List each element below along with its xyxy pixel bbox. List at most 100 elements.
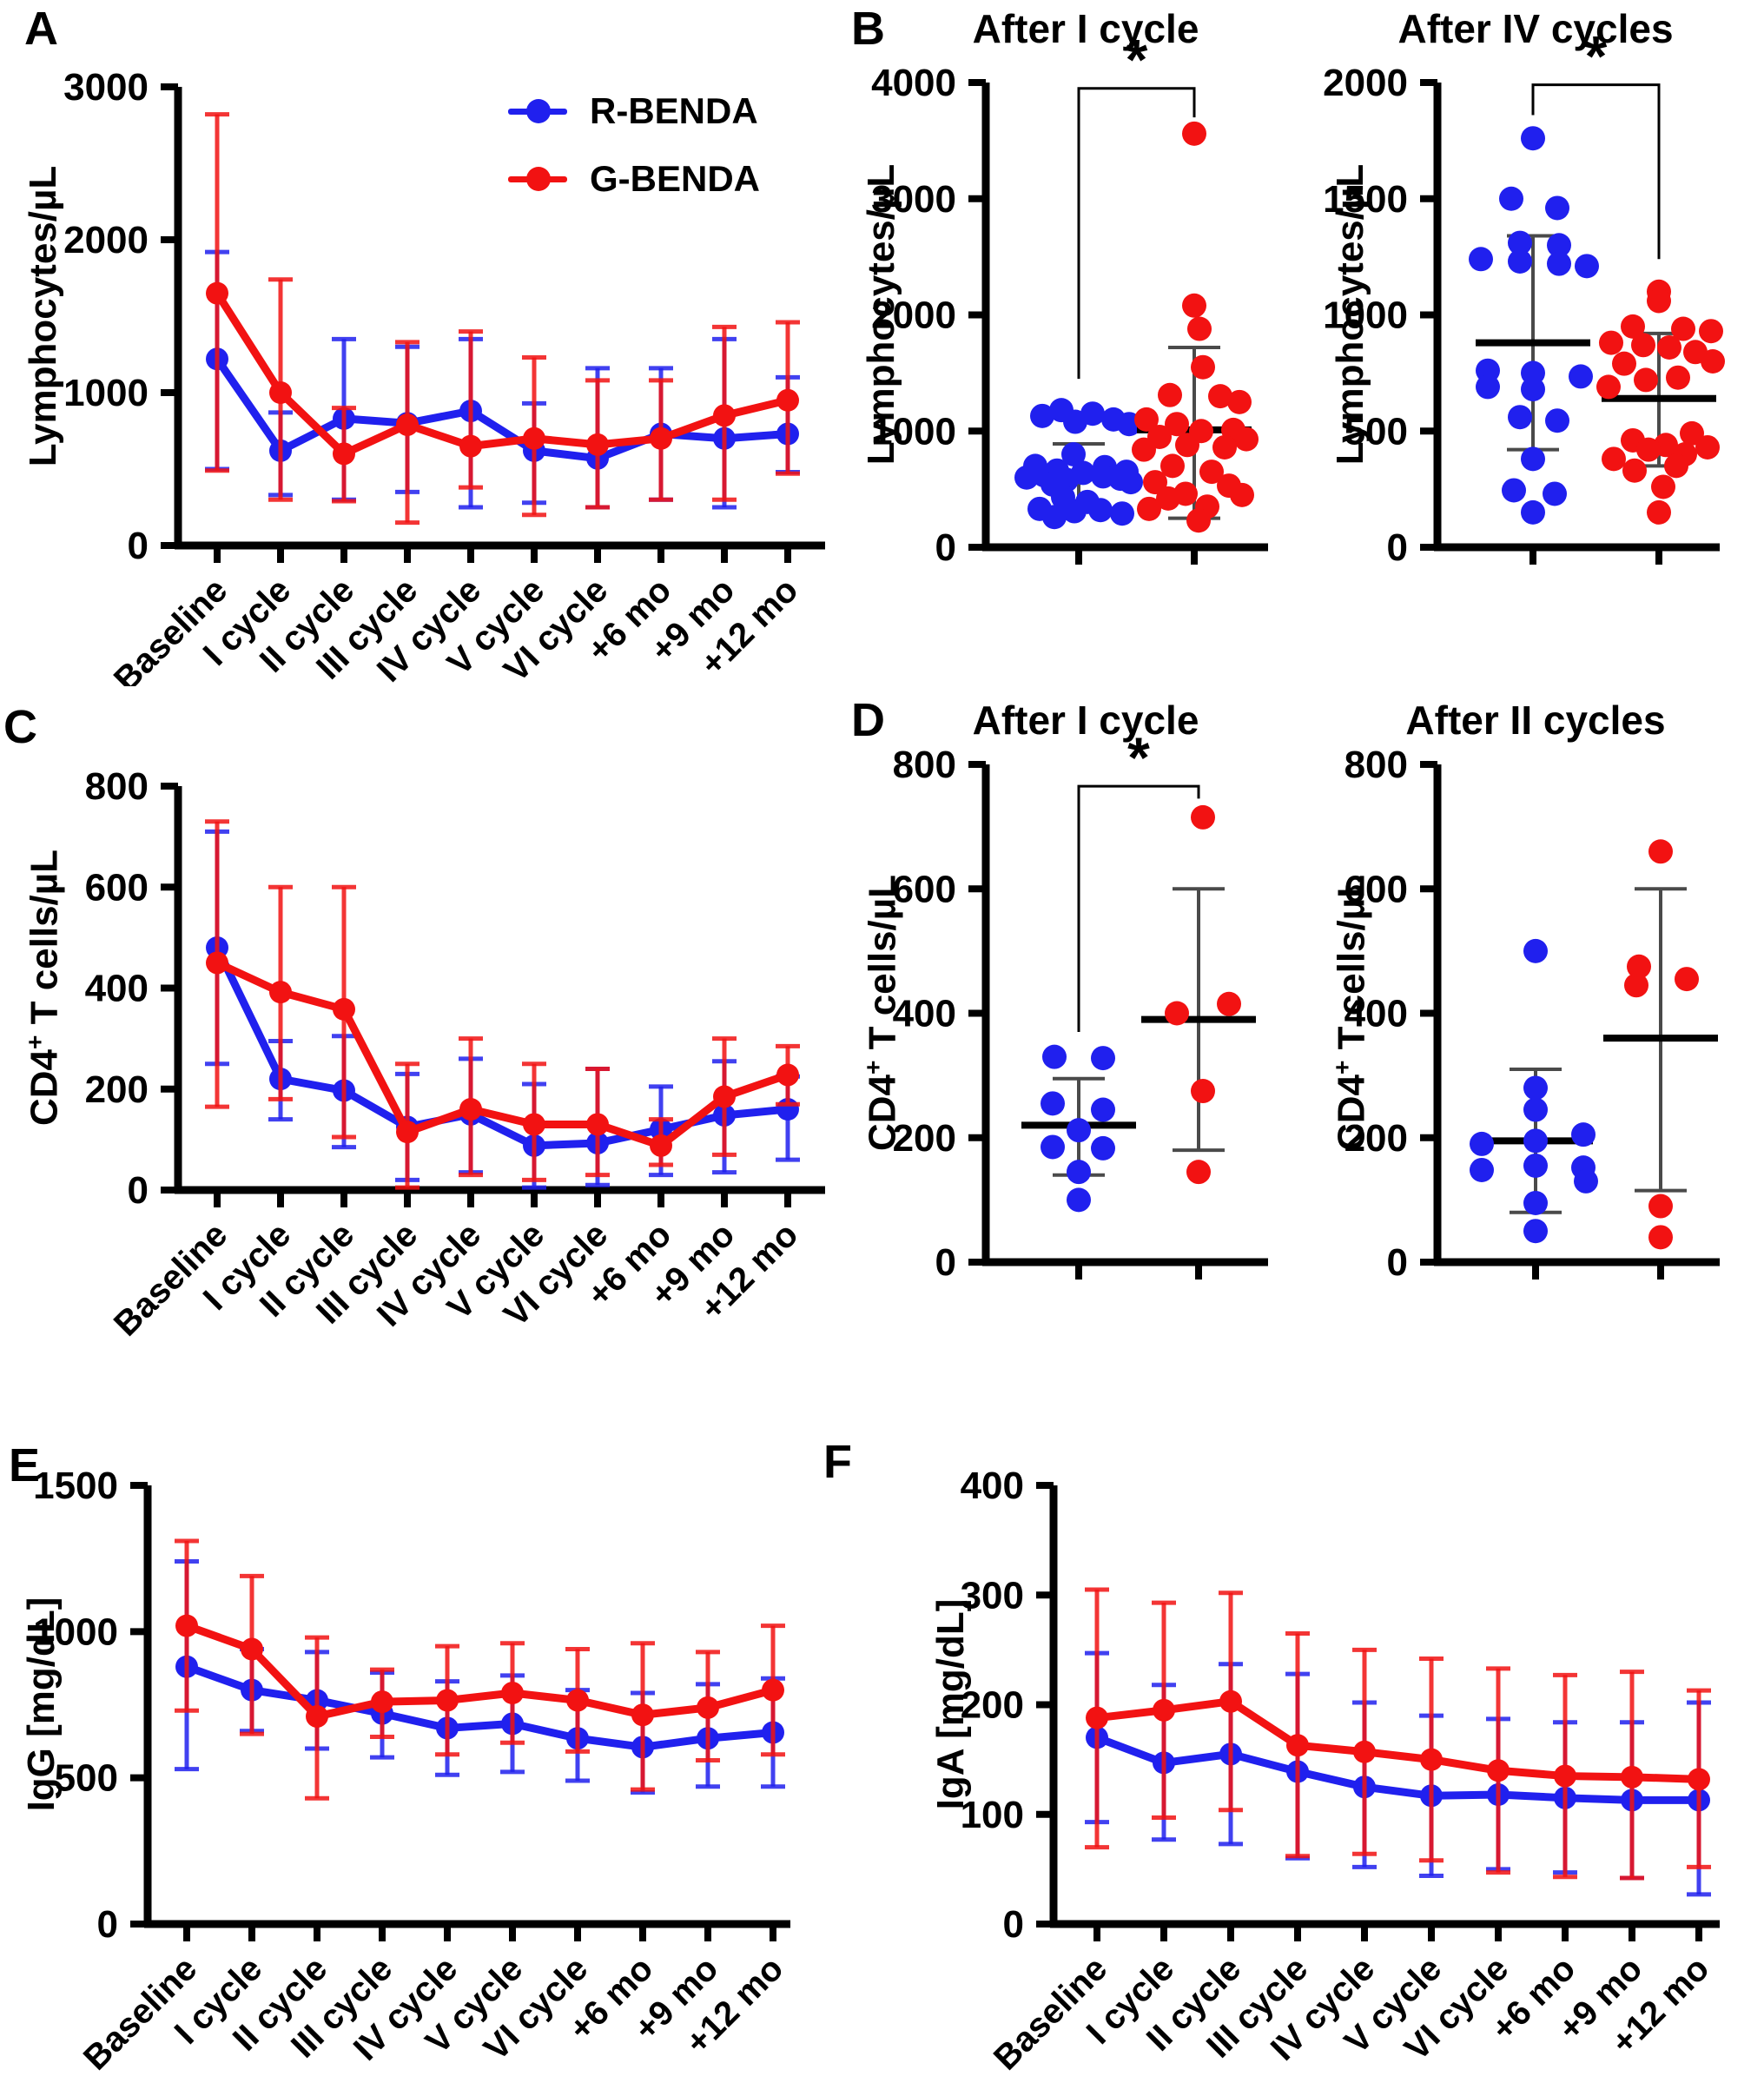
data-point — [1420, 1748, 1443, 1771]
series-g-benda — [205, 112, 800, 526]
series-r-benda — [205, 249, 800, 510]
data-point — [1175, 433, 1199, 458]
cd4-scatter-charts: 0 200 400 600 800 * 0 200 400 600 800 — [893, 725, 1720, 1284]
data-point — [1695, 434, 1720, 460]
data-point — [1675, 967, 1699, 992]
data-point — [586, 1113, 609, 1136]
data-point — [1508, 230, 1532, 255]
data-point — [776, 388, 799, 412]
data-point — [1067, 1118, 1091, 1143]
data-point — [776, 1063, 799, 1087]
series-g-benda — [1085, 1587, 1711, 1881]
axis: 0 1000 2000 3000 4000 — [871, 62, 1268, 569]
data-point — [1165, 1001, 1189, 1026]
subplot-title: After II cycles — [1405, 698, 1666, 743]
data-point — [1596, 374, 1621, 400]
y-tick-label: 800 — [1344, 744, 1408, 786]
group-g-benda — [1141, 804, 1256, 1185]
y-tick-label: 200 — [893, 1117, 956, 1160]
panel-c: C CD4+ T cells/µL 0 200 400 600 800 Baseline I… — [0, 686, 851, 1416]
axis: 0 200 400 600 800 — [893, 744, 1268, 1284]
data-point — [306, 1704, 328, 1728]
y-tick-label: 2000 — [871, 294, 956, 337]
data-point — [586, 433, 609, 456]
data-point — [1499, 186, 1523, 211]
data-point — [175, 1614, 198, 1637]
series-r-benda — [1085, 1650, 1711, 1897]
y-tick-label: 2000 — [63, 219, 149, 261]
data-point — [1186, 508, 1211, 533]
data-point — [1041, 1091, 1065, 1116]
data-point — [1186, 1160, 1211, 1185]
data-point — [1523, 1097, 1548, 1122]
y-tick-label: 800 — [85, 765, 149, 808]
y-tick-label: 1000 — [63, 372, 149, 414]
y-tick-label: 0 — [1387, 1241, 1408, 1284]
data-point — [523, 1113, 545, 1136]
data-point — [1208, 384, 1232, 409]
panel-b: B After I cycle After IV cycles Lymphocy… — [851, 0, 1764, 686]
data-point — [1234, 427, 1259, 452]
subplot-title: After IV cycles — [1397, 6, 1674, 51]
data-point — [241, 1637, 263, 1661]
series-line — [182, 1663, 777, 1751]
lymphocytes-scatter-charts: 0 1000 2000 3000 4000 * 0 500 1000 1500 2000 * — [871, 24, 1725, 569]
y-tick-label: 200 — [1344, 1117, 1408, 1160]
data-point — [1212, 434, 1237, 460]
data-point — [1523, 1075, 1548, 1101]
axis: 0 200 400 600 800 — [85, 765, 825, 1212]
data-point — [1042, 1044, 1067, 1069]
data-point — [1199, 460, 1224, 485]
legend-item-label: G-BENDA — [590, 158, 760, 199]
data-point — [1014, 465, 1039, 490]
y-tick-label: 3000 — [63, 66, 149, 109]
y-tick-label: 0 — [1387, 526, 1408, 569]
data-point — [1502, 478, 1526, 503]
y-tick-label: 0 — [128, 1169, 149, 1212]
panel-e-label: E — [9, 1439, 41, 1491]
data-point — [1191, 1079, 1215, 1104]
data-point — [1545, 195, 1569, 221]
data-point — [713, 1085, 736, 1108]
data-point — [1699, 319, 1723, 344]
data-point — [1119, 470, 1143, 495]
data-point — [396, 413, 419, 436]
data-point — [1701, 349, 1725, 374]
data-point — [1680, 420, 1704, 446]
series-g-benda — [175, 1538, 785, 1801]
data-point — [206, 281, 228, 305]
data-point — [1664, 453, 1688, 479]
data-point — [650, 1134, 672, 1157]
y-tick-label: 0 — [935, 1241, 956, 1284]
data-point — [1671, 316, 1695, 341]
significance-asterisk: * — [1585, 24, 1608, 89]
significance-bracket — [1077, 87, 1196, 380]
subplot-title: After I cycle — [972, 698, 1199, 743]
data-point — [269, 381, 292, 404]
data-point — [1476, 374, 1500, 400]
series-line — [1093, 1733, 1703, 1804]
data-point — [1165, 412, 1189, 437]
significance-bracket — [1531, 83, 1661, 260]
series-line — [213, 958, 792, 1150]
y-tick-label: 400 — [961, 1465, 1024, 1507]
data-point — [1602, 446, 1626, 472]
data-point — [1230, 482, 1254, 507]
y-tick-label: 600 — [85, 866, 149, 909]
data-point — [1088, 498, 1113, 523]
data-point — [1521, 499, 1545, 525]
data-point — [1571, 1122, 1596, 1147]
x-axis-ticks — [1532, 1262, 1664, 1280]
data-point — [1569, 364, 1593, 389]
line-marker-icon — [508, 99, 567, 123]
data-point — [1110, 501, 1134, 526]
data-point — [1621, 1765, 1643, 1789]
y-tick-label: 100 — [961, 1794, 1024, 1836]
data-point — [459, 434, 482, 458]
y-tick-label: 600 — [893, 868, 956, 910]
data-point — [1042, 505, 1067, 530]
